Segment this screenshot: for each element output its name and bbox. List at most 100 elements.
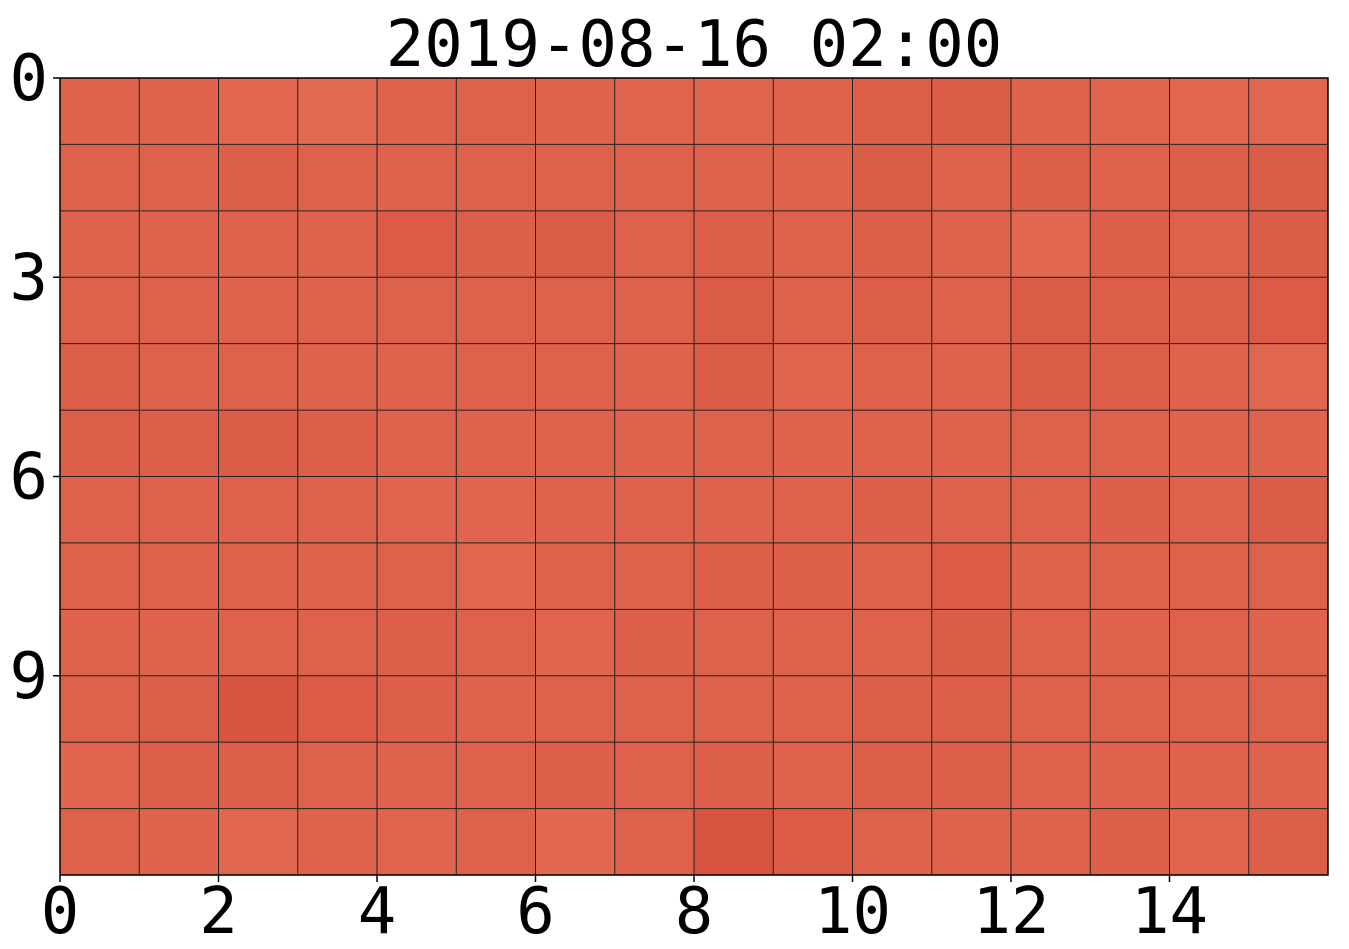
heatmap-cell [1169,410,1250,477]
heatmap-cell [297,609,378,677]
heatmap-cell [852,476,933,544]
heatmap-cell [60,410,140,477]
heatmap-cell [139,277,219,345]
heatmap-cell [614,675,695,743]
heatmap-cells [60,78,1329,876]
heatmap-cell [773,144,853,212]
heatmap-cell [931,542,1012,610]
heatmap-cell [1011,410,1091,477]
heatmap-cell [535,144,616,212]
heatmap-cell [456,609,536,677]
heatmap-cell [1248,277,1329,345]
heatmap-cell [535,277,616,345]
heatmap-cell [218,609,299,677]
heatmap-cell [535,542,616,610]
heatmap-cell [931,410,1012,477]
heatmap-cell [614,78,695,145]
x-tick-label: 6 [516,875,555,949]
heatmap-cell [218,742,299,810]
heatmap-cell [1248,343,1329,411]
heatmap-cell [60,808,140,876]
heatmap-cell [614,542,695,610]
heatmap-cell [456,144,536,212]
heatmap-cell [773,343,853,411]
heatmap-cell [1248,808,1329,876]
heatmap-cell [694,277,774,345]
heatmap-cell [1090,410,1170,477]
heatmap-cell [297,343,378,411]
heatmap-cell [614,609,695,677]
heatmap-cell [1090,277,1170,345]
heatmap-cell [60,476,140,544]
heatmap-cell [456,675,536,743]
heatmap-cell [297,210,378,278]
heatmap-cell [377,808,457,876]
heatmap-cell [852,542,933,610]
heatmap-cell [1248,410,1329,477]
heatmap-cell [852,410,933,477]
heatmap-cell [60,277,140,345]
heatmap-cell [139,343,219,411]
heatmap-cell [60,144,140,212]
heatmap-cell [1169,277,1250,345]
heatmap-cell [218,78,299,145]
heatmap-cell [139,609,219,677]
heatmap-cell [694,742,774,810]
heatmap-cell [852,343,933,411]
heatmap-cell [456,78,536,145]
heatmap-cell [1169,210,1250,278]
heatmap-cell [218,144,299,212]
heatmap-cell [377,476,457,544]
heatmap-cell [377,78,457,145]
heatmap-cell [852,78,933,145]
heatmap-cell [1169,78,1250,145]
heatmap-cell [852,742,933,810]
heatmap-cell [773,742,853,810]
heatmap-cell [852,808,933,876]
heatmap-cell [1090,210,1170,278]
heatmap-cell [773,675,853,743]
heatmap-cell [1090,742,1170,810]
heatmap-cell [1248,476,1329,544]
heatmap-cell [614,476,695,544]
x-tick-label: 0 [41,875,80,949]
heatmap-cell [297,808,378,876]
heatmap-cell [694,343,774,411]
y-tick-label: 0 [9,42,48,116]
heatmap-cell [931,476,1012,544]
heatmap-cell [852,675,933,743]
heatmap-cell [456,210,536,278]
heatmap-cell [218,476,299,544]
x-tick-label: 12 [972,875,1049,949]
heatmap-cell [377,343,457,411]
heatmap-cell [139,476,219,544]
heatmap-cell [456,742,536,810]
heatmap-cell [218,542,299,610]
heatmap-cell [1011,78,1091,145]
heatmap-cell [60,210,140,278]
heatmap-cell [1169,542,1250,610]
heatmap-cell [773,210,853,278]
heatmap-cell [1248,609,1329,677]
heatmap-cell [773,609,853,677]
heatmap-grid [60,78,1328,875]
heatmap-cell [1011,675,1091,743]
heatmap-cell [1090,343,1170,411]
heatmap-cell [614,742,695,810]
heatmap-cell [931,210,1012,278]
heatmap-cell [297,542,378,610]
heatmap-cell [1169,808,1250,876]
heatmap-cell [139,210,219,278]
y-tick-label: 9 [9,640,48,714]
heatmap-cell [218,410,299,477]
heatmap-cell [1169,609,1250,677]
heatmap-cell [60,609,140,677]
heatmap-cell [297,675,378,743]
heatmap-cell [931,78,1012,145]
heatmap-cell [931,808,1012,876]
heatmap-cell [852,277,933,345]
heatmap-cell [456,476,536,544]
heatmap-cell [1169,343,1250,411]
heatmap-cell [1011,343,1091,411]
heatmap-cell [1011,476,1091,544]
